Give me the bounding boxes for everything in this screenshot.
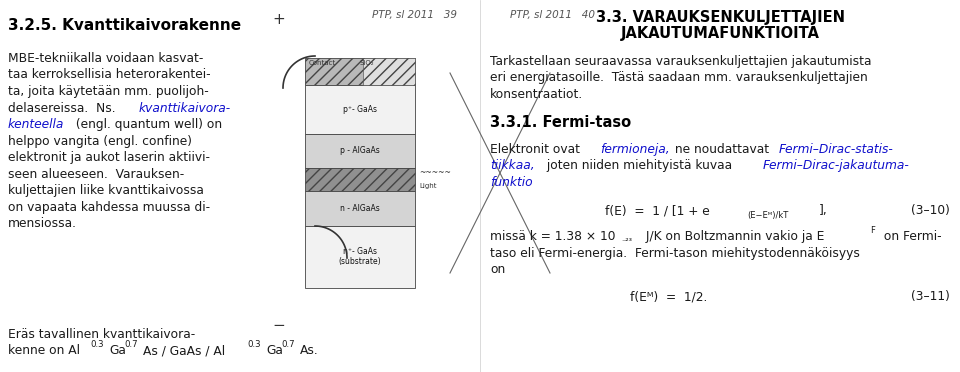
Text: As / GaAs / Al: As / GaAs / Al bbox=[143, 344, 226, 357]
Text: ~~~~~: ~~~~~ bbox=[419, 168, 451, 177]
Text: taa kerroksellisia heterorakentei-: taa kerroksellisia heterorakentei- bbox=[8, 68, 210, 81]
Bar bbox=[305, 191, 415, 225]
Bar bbox=[305, 58, 415, 86]
Text: (3–10): (3–10) bbox=[911, 204, 950, 217]
Text: PTP, sl 2011   40: PTP, sl 2011 40 bbox=[510, 10, 595, 20]
Text: kuljettajien liike kvanttikaivossa: kuljettajien liike kvanttikaivossa bbox=[8, 184, 204, 197]
Text: Tarkastellaan seuraavassa varauksenkuljettajien jakautumista: Tarkastellaan seuraavassa varauksenkulje… bbox=[490, 55, 872, 68]
Text: fermioneja,: fermioneja, bbox=[600, 143, 670, 156]
Text: (E−Eᴹ)/kT: (E−Eᴹ)/kT bbox=[747, 211, 788, 220]
Bar bbox=[305, 86, 415, 134]
Text: taso eli Fermi-energia.  Fermi-tason miehitystodennäköisyys: taso eli Fermi-energia. Fermi-tason mieh… bbox=[490, 247, 860, 260]
Text: konsentraatiot.: konsentraatiot. bbox=[490, 88, 584, 101]
Text: 0.3: 0.3 bbox=[90, 340, 104, 349]
Text: ne noudattavat: ne noudattavat bbox=[671, 143, 773, 156]
Text: (3–11): (3–11) bbox=[911, 290, 950, 303]
Text: delasereissa.  Ns.: delasereissa. Ns. bbox=[8, 102, 119, 115]
Text: −: − bbox=[273, 318, 285, 334]
Text: n - AlGaAs: n - AlGaAs bbox=[340, 204, 380, 213]
Text: 3.2.5. Kvanttikaivorakenne: 3.2.5. Kvanttikaivorakenne bbox=[8, 18, 241, 33]
Text: p⁺- GaAs: p⁺- GaAs bbox=[343, 105, 377, 114]
Text: n⁺- GaAs
(substrate): n⁺- GaAs (substrate) bbox=[339, 247, 381, 266]
Text: As.: As. bbox=[300, 344, 319, 357]
Text: kenne on Al: kenne on Al bbox=[8, 344, 80, 357]
Text: seen alueeseen.  Varauksen-: seen alueeseen. Varauksen- bbox=[8, 167, 184, 180]
Text: F: F bbox=[870, 226, 875, 235]
Text: mensiossa.: mensiossa. bbox=[8, 217, 77, 230]
Text: Eräs tavallinen kvanttikaivora-: Eräs tavallinen kvanttikaivora- bbox=[8, 328, 195, 341]
Text: joten niiden miehityistä kuvaa: joten niiden miehityistä kuvaa bbox=[543, 160, 736, 173]
Text: 0.7: 0.7 bbox=[124, 340, 137, 349]
Text: Contact: Contact bbox=[309, 60, 336, 66]
Bar bbox=[305, 168, 415, 191]
Text: JAKAUTUMAFUNKTIOITA: JAKAUTUMAFUNKTIOITA bbox=[620, 26, 820, 41]
Text: kenteella: kenteella bbox=[8, 118, 64, 131]
Text: f(Eᴹ)  =  1/2.: f(Eᴹ) = 1/2. bbox=[630, 290, 708, 303]
Text: J/K on Boltzmannin vakio ja E: J/K on Boltzmannin vakio ja E bbox=[642, 230, 825, 243]
Text: p - AlGaAs: p - AlGaAs bbox=[340, 146, 380, 155]
Text: Fermi–Dirac-jakautuma-: Fermi–Dirac-jakautuma- bbox=[763, 160, 910, 173]
Text: elektronit ja aukot laserin aktiivi-: elektronit ja aukot laserin aktiivi- bbox=[8, 151, 210, 164]
Text: Ga: Ga bbox=[266, 344, 283, 357]
Text: on vapaata kahdessa muussa di-: on vapaata kahdessa muussa di- bbox=[8, 201, 210, 214]
Text: tiikkaa,: tiikkaa, bbox=[490, 160, 535, 173]
Text: Fermi–Dirac-statis-: Fermi–Dirac-statis- bbox=[779, 143, 894, 156]
Text: eri energiatasoille.  Tästä saadaan mm. varauksenkuljettajien: eri energiatasoille. Tästä saadaan mm. v… bbox=[490, 71, 868, 84]
Text: 0.7: 0.7 bbox=[281, 340, 295, 349]
Text: on: on bbox=[490, 263, 505, 276]
Text: funktio: funktio bbox=[490, 176, 533, 189]
Text: +: + bbox=[273, 13, 285, 28]
Text: ⁻²³: ⁻²³ bbox=[621, 237, 632, 246]
Text: SiO₂: SiO₂ bbox=[360, 60, 374, 66]
Text: 3.3.1. Fermi-taso: 3.3.1. Fermi-taso bbox=[490, 115, 631, 130]
Text: on Fermi-: on Fermi- bbox=[880, 230, 942, 243]
Text: Ga: Ga bbox=[109, 344, 126, 357]
Bar bbox=[305, 134, 415, 168]
Text: helppo vangita (engl. confine): helppo vangita (engl. confine) bbox=[8, 135, 192, 148]
Text: kvanttikaivora-: kvanttikaivora- bbox=[139, 102, 231, 115]
Text: f(E)  =  1 / [1 + e: f(E) = 1 / [1 + e bbox=[605, 204, 709, 217]
Text: Light: Light bbox=[419, 183, 437, 189]
Text: 0.3: 0.3 bbox=[247, 340, 260, 349]
Text: Elektronit ovat: Elektronit ovat bbox=[490, 143, 584, 156]
Text: ],: ], bbox=[819, 204, 828, 217]
Bar bbox=[363, 58, 415, 86]
Text: 3.3. VARAUKSENKULJETTAJIEN: 3.3. VARAUKSENKULJETTAJIEN bbox=[595, 10, 845, 25]
Text: PTP, sl 2011   39: PTP, sl 2011 39 bbox=[372, 10, 457, 20]
Bar bbox=[305, 225, 415, 288]
Text: (engl. quantum well) on: (engl. quantum well) on bbox=[72, 118, 222, 131]
Text: ta, joita käytetään mm. puolijoh-: ta, joita käytetään mm. puolijoh- bbox=[8, 85, 208, 98]
Text: missä k = 1.38 × 10: missä k = 1.38 × 10 bbox=[490, 230, 615, 243]
Text: MBE-tekniikalla voidaan kasvat-: MBE-tekniikalla voidaan kasvat- bbox=[8, 52, 204, 65]
